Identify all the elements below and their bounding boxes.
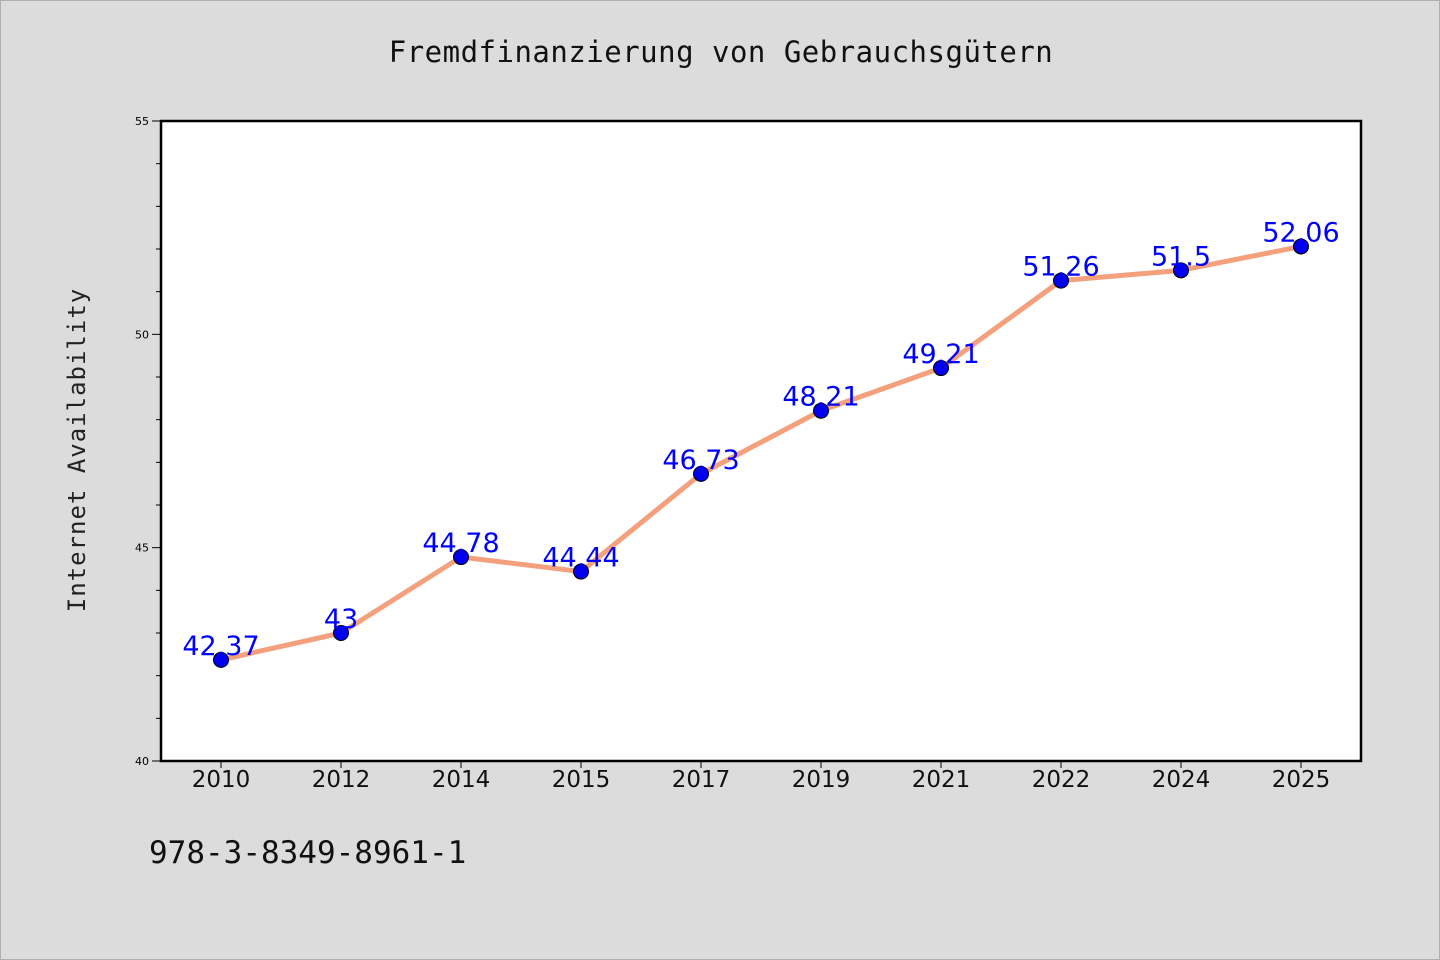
data-label: 51.26 — [1022, 252, 1099, 283]
x-tick-label: 2010 — [192, 767, 251, 793]
x-tick-label: 2021 — [912, 767, 971, 793]
data-label: 52.06 — [1262, 217, 1339, 248]
x-tick-label: 2019 — [792, 767, 851, 793]
data-point — [813, 402, 829, 419]
data-point — [1053, 272, 1069, 289]
chart-title: Fremdfinanzierung von Gebrauchsgütern — [388, 35, 1054, 69]
y-tick-label: 45 — [135, 542, 149, 555]
y-tick-label: 55 — [135, 115, 149, 128]
data-label: 49.21 — [902, 339, 979, 370]
data-point — [213, 651, 229, 668]
data-point — [573, 563, 589, 580]
x-tick-label: 2014 — [432, 767, 491, 793]
data-point — [333, 625, 349, 641]
data-label: 51.5 — [1151, 241, 1211, 272]
footnote-isbn: 978-3-8349-8961-1 — [149, 835, 467, 871]
data-label: 44.44 — [542, 543, 619, 574]
data-point — [1173, 262, 1189, 279]
x-tick-label: 2012 — [312, 767, 371, 793]
data-label: 42.37 — [182, 631, 259, 662]
data-point — [693, 465, 709, 482]
data-point — [933, 360, 949, 377]
x-tick-label: 2022 — [1032, 767, 1091, 793]
data-label: 44.78 — [422, 528, 499, 559]
data-point — [453, 549, 469, 566]
x-tick-label: 2024 — [1152, 767, 1211, 793]
data-label: 48.21 — [782, 382, 859, 413]
data-label: 46.73 — [662, 445, 739, 476]
plot-frame — [159, 119, 1363, 763]
series-line — [218, 243, 1304, 663]
data-label: 43 — [324, 604, 358, 635]
data-point — [1293, 238, 1309, 255]
x-tick-label: 2017 — [672, 767, 731, 793]
y-tick-label: 50 — [135, 328, 149, 341]
x-tick-label: 2015 — [552, 767, 611, 793]
x-tick-label: 2025 — [1272, 767, 1331, 793]
y-tick-label: 40 — [135, 755, 149, 768]
